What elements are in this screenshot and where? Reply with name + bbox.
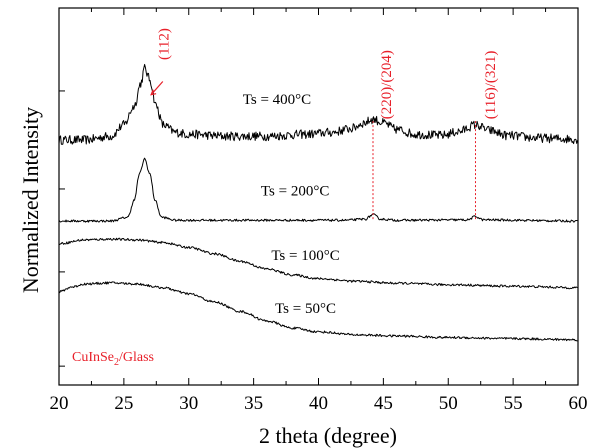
x-tick-label: 20 xyxy=(50,393,69,414)
x-tick-label: 55 xyxy=(504,393,523,414)
peak-label: (116)/(321) xyxy=(483,51,499,120)
xrd-curve xyxy=(58,281,578,342)
x-tick-label: 25 xyxy=(114,393,133,414)
peak-guides-layer xyxy=(372,121,476,220)
x-axis-label: 2 theta (degree) xyxy=(259,423,397,448)
peak-arrowhead xyxy=(150,89,157,96)
xrd-curve xyxy=(58,237,578,290)
x-tick-label: 40 xyxy=(309,393,328,414)
x-tick-label: 45 xyxy=(374,393,393,414)
sample-label: CuInSe2/Glass xyxy=(72,350,154,368)
y-axis-label: Normalized Intensity xyxy=(18,107,43,293)
x-tick-label: 30 xyxy=(179,393,198,414)
peak-label: (220)/(204) xyxy=(379,50,395,119)
peak-arrow xyxy=(150,81,164,96)
curve-label: Ts = 50°C xyxy=(275,301,336,317)
y-axis-ticks xyxy=(59,90,65,367)
x-axis-ticks: 20 25 30 35 40 45 50 55 60 xyxy=(50,8,588,414)
curves-layer: Ts = 400°C Ts = 200°C Ts = 100°C Ts = 50°C xyxy=(58,63,578,342)
annotations-layer: (112) (220)/(204) (116)/(321) CuInSe2/Glass xyxy=(72,28,499,368)
xrd-curve xyxy=(58,157,578,223)
x-tick-label: 60 xyxy=(569,393,588,414)
x-tick-label: 35 xyxy=(244,393,263,414)
curve-label: Ts = 100°C xyxy=(271,248,339,264)
xrd-curve xyxy=(58,63,578,145)
x-tick-label: 50 xyxy=(439,393,458,414)
peak-label: (112) xyxy=(157,28,173,60)
curve-label: Ts = 400°C xyxy=(243,92,311,108)
curve-label: Ts = 200°C xyxy=(261,184,329,200)
